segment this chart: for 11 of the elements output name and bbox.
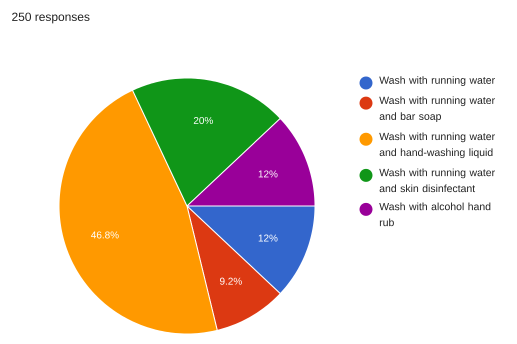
data-label: 20% [194,116,213,124]
chart-title: 250 responses [12,12,90,24]
data-label: 9.2% [220,278,242,285]
data-label: 12% [258,234,278,242]
legend-label: Wash with running water [379,76,495,86]
legend-label: Wash with running water and skin disinfectant [379,168,495,192]
data-label: 12% [258,170,278,178]
legend-label: Wash with running water and bar soap [379,96,495,122]
legend-label: Wash with running water and hand-washing liquid [379,132,495,158]
data-label: 46.8% [91,231,119,238]
legend-label: Wash with alcohol hand rub [379,202,490,226]
